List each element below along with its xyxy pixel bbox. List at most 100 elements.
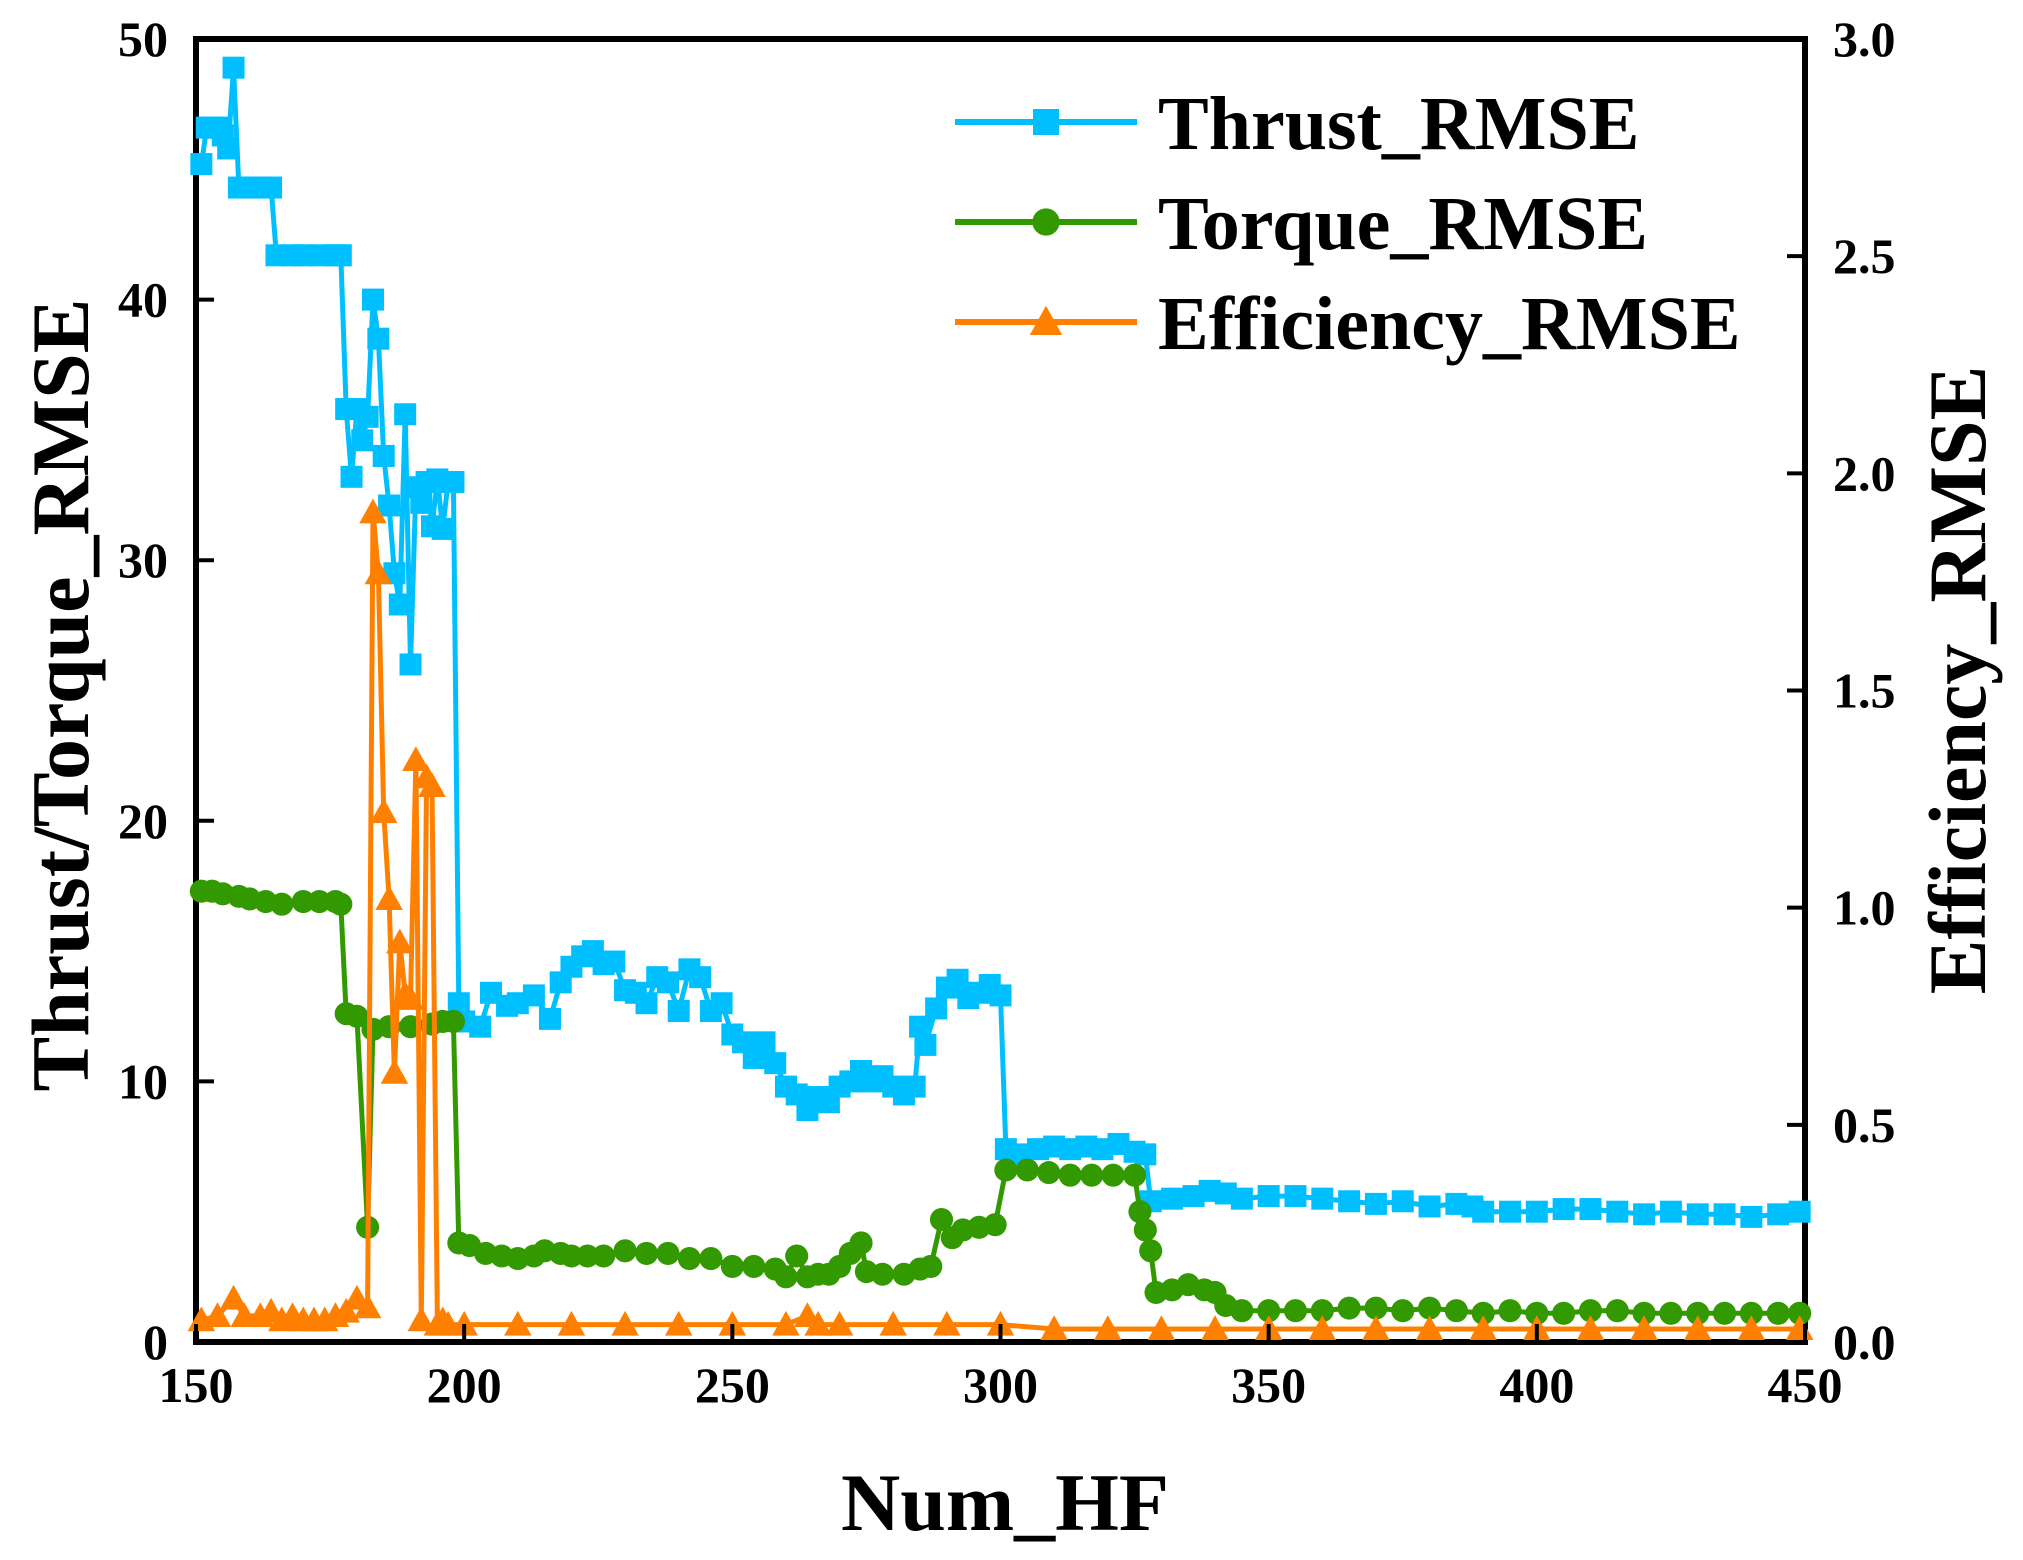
- y-right-tick-label: 1.0: [1833, 880, 1896, 936]
- data-point: [1337, 1296, 1361, 1320]
- data-point: [1364, 1192, 1387, 1215]
- data-point: [359, 498, 387, 524]
- data-point: [1230, 1299, 1254, 1323]
- data-point: [1015, 1158, 1039, 1182]
- data-point: [1578, 1299, 1603, 1323]
- data-point: [1766, 1301, 1790, 1325]
- data-point: [1134, 1143, 1157, 1166]
- data-point: [1472, 1200, 1495, 1223]
- data-point: [1037, 1161, 1061, 1185]
- data-point: [270, 892, 294, 916]
- data-point: [522, 984, 545, 1007]
- data-point: [1606, 1200, 1629, 1223]
- data-point: [919, 1254, 943, 1278]
- data-point: [772, 1310, 800, 1336]
- data-point: [364, 559, 393, 585]
- data-point: [329, 244, 352, 267]
- data-point: [469, 1015, 492, 1038]
- data-point: [447, 992, 470, 1015]
- data-point: [203, 1302, 232, 1327]
- data-point: [753, 1031, 776, 1054]
- data-point: [1767, 1203, 1790, 1226]
- y-left-tick-label: 10: [118, 1053, 168, 1109]
- data-point: [340, 465, 363, 488]
- data-point: [1101, 1163, 1125, 1187]
- data-point: [367, 327, 390, 350]
- data-point: [1364, 1296, 1388, 1320]
- data-point: [356, 405, 379, 428]
- y-right-tick-label: 1.5: [1833, 663, 1896, 719]
- y-axis-left-title: Thrust/Torque_RMSE: [15, 299, 106, 1092]
- data-point: [1737, 1315, 1766, 1340]
- data-point: [353, 1293, 382, 1319]
- legend-item-torque-rmse: Torque_RMSE: [955, 182, 1648, 266]
- data-point: [219, 1284, 248, 1310]
- y-right-tick-label: 0.0: [1833, 1314, 1896, 1370]
- y-left-tick-label: 20: [118, 793, 168, 849]
- data-point: [1471, 1301, 1495, 1325]
- data-point: [613, 1239, 637, 1263]
- data-point: [431, 517, 454, 540]
- data-point: [879, 1310, 907, 1336]
- data-point: [388, 593, 411, 616]
- legend-label: Thrust_RMSE: [1158, 82, 1639, 166]
- data-point: [1576, 1315, 1605, 1340]
- data-point: [1739, 1301, 1763, 1325]
- data-point: [410, 491, 433, 514]
- data-point: [870, 1262, 895, 1286]
- y-right-tick-label: 3.0: [1833, 11, 1896, 67]
- data-point: [190, 153, 213, 176]
- data-point: [1418, 1296, 1442, 1320]
- data-point: [925, 997, 948, 1020]
- legend-item-thrust-rmse: Thrust_RMSE: [955, 82, 1639, 166]
- data-point: [664, 1310, 693, 1336]
- data-point: [450, 1310, 478, 1336]
- data-point: [1311, 1187, 1334, 1210]
- data-point: [1713, 1301, 1737, 1325]
- data-point: [1659, 1301, 1683, 1325]
- data-point: [667, 1000, 690, 1023]
- data-point: [1128, 1200, 1152, 1224]
- x-tick-label: 150: [159, 1357, 234, 1413]
- data-point: [361, 288, 384, 311]
- data-point: [1391, 1190, 1414, 1213]
- data-point: [407, 1306, 436, 1332]
- x-tick-label: 300: [963, 1357, 1038, 1413]
- data-point: [1788, 1301, 1812, 1325]
- data-point: [903, 1075, 926, 1098]
- data-point: [989, 984, 1012, 1007]
- y-left-tick-label: 40: [118, 272, 168, 328]
- data-point: [933, 1310, 961, 1336]
- data-point: [394, 403, 417, 426]
- data-point: [504, 1310, 532, 1336]
- data-point: [1391, 1299, 1415, 1323]
- data-point: [1123, 1163, 1147, 1187]
- y-right-tick-label: 0.5: [1833, 1097, 1896, 1153]
- data-point: [785, 1244, 809, 1268]
- legend-marker: [1033, 109, 1059, 135]
- data-point: [402, 746, 430, 771]
- data-point: [1362, 1315, 1390, 1340]
- x-axis: 150 200 250 300 350 400 450: [159, 1324, 1843, 1413]
- data-point: [1552, 1198, 1575, 1221]
- y-axis-left: 0 10 20 30 40 50: [118, 11, 214, 1370]
- data-point: [1499, 1200, 1522, 1223]
- data-point: [386, 928, 414, 954]
- data-point: [742, 1254, 766, 1278]
- series-thrust-rmse: [190, 56, 1811, 1228]
- data-point: [1230, 1187, 1253, 1210]
- data-point: [1080, 1163, 1104, 1187]
- x-tick-label: 250: [695, 1357, 770, 1413]
- y-right-tick-label: 2.5: [1833, 228, 1896, 284]
- data-point: [656, 971, 679, 994]
- data-point: [1525, 1301, 1549, 1325]
- legend-label: Torque_RMSE: [1158, 182, 1648, 266]
- data-point: [635, 992, 658, 1015]
- data-point: [1498, 1299, 1522, 1323]
- x-tick-label: 400: [1499, 1357, 1574, 1413]
- data-point: [345, 1004, 369, 1028]
- data-point: [1713, 1203, 1736, 1226]
- data-point: [1338, 1190, 1361, 1213]
- data-point: [1788, 1200, 1811, 1223]
